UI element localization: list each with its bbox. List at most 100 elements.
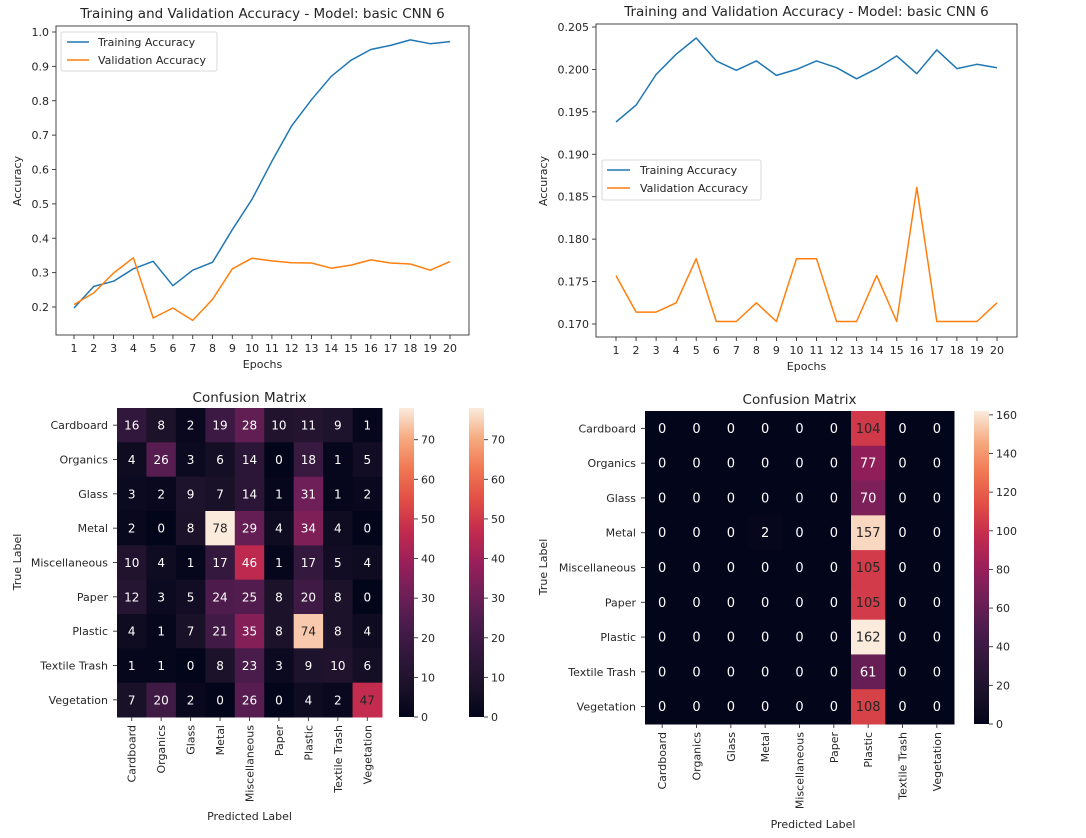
cell-value: 7 [216, 487, 224, 501]
x-tick-label: 14 [870, 344, 884, 357]
column-label: Miscellaneous [794, 732, 807, 809]
cell-value: 8 [187, 522, 195, 536]
matrix-cell [117, 408, 147, 443]
cell-value: 0 [658, 422, 666, 437]
y-tick-label: 0.2 [32, 301, 50, 314]
cell-value: 29 [242, 522, 257, 536]
colorbar [974, 411, 989, 724]
cell-value: 0 [363, 590, 371, 604]
matrix-cell [234, 614, 265, 649]
cell-value: 0 [692, 561, 700, 576]
cell-value: 8 [275, 590, 283, 604]
matrix-cell [816, 584, 852, 621]
matrix-cell [919, 584, 955, 621]
matrix-cell [146, 476, 177, 512]
matrix-cell [782, 654, 818, 690]
matrix-cell [851, 689, 886, 725]
matrix-cell [352, 476, 383, 512]
matrix-cell [748, 619, 783, 655]
y-tick-label: 0.8 [32, 95, 50, 108]
matrix-cell [885, 515, 921, 551]
colorbar-tick-label: 40 [421, 553, 435, 566]
cell-value: 26 [154, 453, 169, 467]
colorbar-tick-label: 0 [421, 711, 428, 724]
cell-value: 17 [212, 556, 227, 570]
matrix-cell [205, 511, 236, 546]
row-label: Miscellaneous [31, 557, 108, 570]
matrix-cell [679, 480, 715, 516]
column-label: Cardboard [656, 732, 669, 790]
cell-value: 14 [242, 453, 257, 467]
x-tick-label: 13 [850, 344, 864, 357]
series-lines [615, 37, 998, 323]
column-labels: Cardboard Organics Glass Metal Miscellaneous… [126, 717, 374, 802]
matrix-cell [748, 411, 783, 447]
cell-value: 9 [187, 487, 195, 501]
cell-value: 0 [933, 665, 941, 680]
matrix-cell [851, 550, 886, 586]
matrix-cell [885, 480, 921, 516]
cell-value: 5 [363, 453, 371, 467]
matrix-cell [748, 445, 783, 482]
matrix-cells: 0 0 0 0 0 0 104 0 0 0 0 0 0 0 0 77 0 0 0 0 0 0 0 0 70 0 0 0 0 0 2 0 0 157… [645, 411, 955, 725]
cell-value: 0 [727, 422, 735, 437]
matrix-cell [885, 411, 921, 447]
matrix-cell [919, 480, 955, 516]
matrix-cell [323, 511, 354, 546]
cell-value: 8 [275, 625, 283, 639]
cell-value: 0 [795, 422, 803, 437]
matrix-cell [234, 682, 265, 718]
row-label: Organics [587, 457, 636, 470]
matrix-cell [919, 619, 955, 655]
chart-title: Training and Validation Accuracy - Model… [623, 4, 989, 20]
x-tick-label: 3 [653, 344, 660, 357]
cell-value: 0 [933, 631, 941, 646]
legend-label-training: Training Accuracy [97, 36, 196, 49]
matrix-cell [851, 515, 886, 551]
cell-value: 26 [242, 693, 257, 707]
column-label: Textile Trash [897, 732, 910, 801]
cell-value: 0 [692, 526, 700, 541]
cell-value: 0 [727, 561, 735, 576]
matrix-cell [885, 550, 921, 586]
x-tick-label: 6 [169, 342, 176, 355]
row-label: Cardboard [579, 422, 637, 435]
x-tick-label: 2 [90, 342, 97, 355]
colorbar-tick-label: 140 [996, 448, 1017, 461]
cell-value: 6 [216, 453, 224, 467]
cell-value: 162 [856, 631, 881, 646]
chart-title: Confusion Matrix [743, 392, 857, 408]
matrix-cell [919, 515, 955, 551]
cell-value: 10 [124, 556, 139, 570]
colorbar [399, 408, 414, 717]
cell-value: 5 [187, 590, 195, 604]
y-axis-label: True Label [11, 534, 24, 592]
matrix-cell [293, 648, 324, 684]
matrix-cell [293, 579, 324, 615]
matrix-cell [205, 476, 236, 512]
x-tick-label: 7 [733, 344, 740, 357]
matrix-cell [782, 445, 818, 482]
accuracy-chart-left: Training and Validation Accuracy - Model… [11, 6, 470, 371]
column-label: Glass [185, 725, 198, 755]
y-tick-label: 0.3 [32, 267, 50, 280]
column-label: Organics [155, 725, 168, 774]
cell-value: 0 [898, 631, 906, 646]
cell-value: 7 [128, 693, 136, 707]
matrix-cell [293, 545, 324, 581]
x-tick-label: 14 [324, 342, 338, 355]
cell-value: 0 [275, 453, 283, 467]
legend: Training Accuracy Validation Accuracy [60, 31, 218, 72]
x-tick-label: 5 [693, 344, 700, 357]
cell-value: 0 [658, 665, 666, 680]
matrix-cell [885, 584, 921, 621]
cell-value: 0 [692, 457, 700, 472]
cell-value: 7 [187, 625, 195, 639]
matrix-cell [645, 689, 680, 725]
row-label: Textile Trash [567, 666, 636, 679]
matrix-cell [117, 511, 147, 546]
matrix-cell [146, 408, 177, 443]
matrix-cell [713, 550, 749, 586]
colorbars: 0 10 20 30 40 50 60 70 0 10 20 30 40 50 60 70 [399, 408, 505, 724]
cell-value: 0 [898, 457, 906, 472]
